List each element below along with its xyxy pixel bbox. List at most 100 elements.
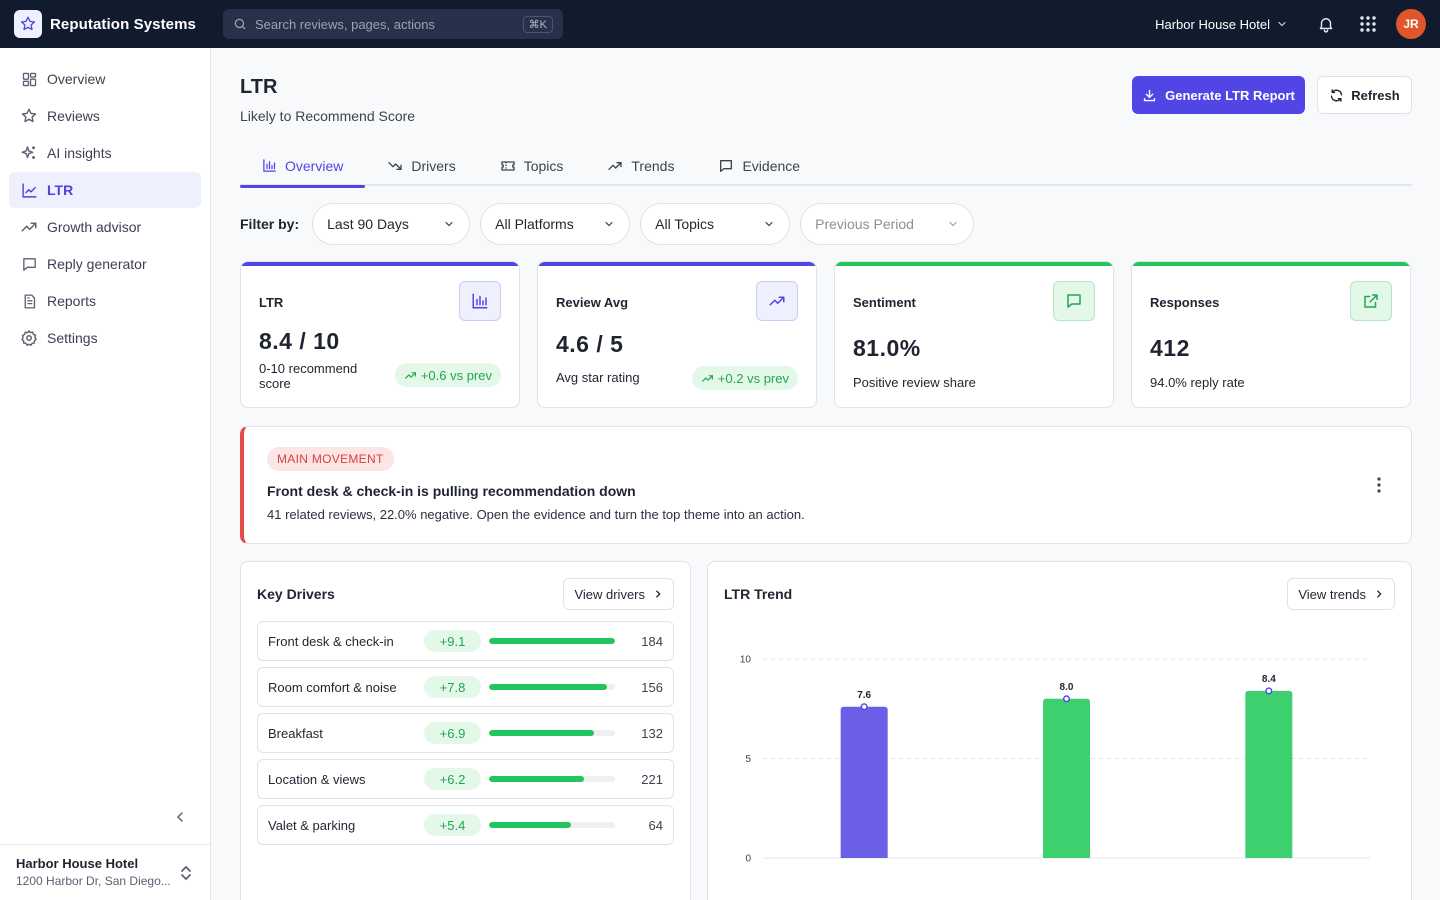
apps-grid-icon[interactable] [1354,10,1382,38]
tab-drivers[interactable]: Drivers [365,145,477,186]
data-label: 7.6 [857,690,871,701]
ticket-icon [500,158,516,174]
view-drivers-button[interactable]: View drivers [563,578,674,610]
trending-down-icon [387,158,403,174]
sidebar-item-reply-generator[interactable]: Reply generator [9,246,201,282]
driver-bar-fill [489,684,608,690]
kpi-card-ltr[interactable]: LTR 8.4 / 10 0-10 recommend score +0.6 v… [240,261,520,408]
panel-title: Key Drivers [257,586,335,602]
generate-report-button[interactable]: Generate LTR Report [1132,76,1305,114]
kpi-note: Avg star rating [556,370,640,385]
main-movement-alert[interactable]: MAIN MOVEMENT Front desk & check-in is p… [240,426,1412,544]
sidebar-item-ai-insights[interactable]: AI insights [9,135,201,171]
tab-evidence[interactable]: Evidence [696,145,822,186]
compare-select[interactable]: Previous Period [800,203,975,245]
driver-bar-fill [489,776,584,782]
sidebar-item-reviews[interactable]: Reviews [9,98,201,134]
driver-row[interactable]: Valet & parking +5.4 64 [257,805,674,845]
driver-count: 156 [641,679,663,695]
message-icon [718,158,734,174]
tab-overview[interactable]: Overview [240,145,366,188]
document-icon [20,292,38,310]
main-content: LTR Likely to Recommend Score Generate L… [212,48,1440,900]
kpi-delta-text: +0.2 vs prev [717,370,789,386]
line-chart-icon [20,181,38,199]
driver-row[interactable]: Location & views +6.2 221 [257,759,674,799]
alert-body: 41 related reviews, 22.0% negative. Open… [267,507,805,522]
sidebar-item-ltr[interactable]: LTR [9,172,201,208]
driver-bar [489,684,615,690]
driver-name: Breakfast [268,725,323,741]
bell-icon[interactable] [1312,10,1340,38]
platform-select[interactable]: All Platforms [480,203,631,245]
sidebar-item-label: AI insights [47,145,112,161]
hotel-switcher[interactable]: Harbor House Hotel [1155,17,1288,32]
chart-bar [1245,690,1293,858]
tab-label: Overview [285,157,344,174]
platform-select-value: All Platforms [495,216,574,232]
kpi-value: 8.4 / 10 [259,328,340,354]
period-select-value: Last 90 Days [327,216,409,232]
view-trends-label: View trends [1298,586,1366,602]
driver-bar-fill [489,822,571,828]
driver-bar-fill [489,730,594,736]
data-label: 8.0 [1060,682,1074,693]
chevron-down-icon [603,218,615,230]
driver-count: 221 [641,771,663,787]
driver-row[interactable]: Front desk & check-in +9.1 184 [257,621,674,661]
sidebar-item-label: Overview [47,71,106,87]
topic-select[interactable]: All Topics [640,203,791,245]
kpi-label: Sentiment [853,295,916,310]
sidebar-item-reports[interactable]: Reports [9,283,201,319]
bar-chart-icon [459,281,501,321]
data-label: 8.4 [1262,674,1276,685]
sidebar-item-overview[interactable]: Overview [9,61,201,97]
refresh-label: Refresh [1351,87,1400,103]
more-vertical-icon[interactable] [1377,477,1381,493]
kpi-label: LTR [259,295,284,310]
page-subtitle: Likely to Recommend Score [240,108,416,124]
chevron-right-icon [653,589,663,599]
driver-row[interactable]: Room comfort & noise +7.8 156 [257,667,674,707]
chart-point [1063,695,1071,703]
compare-select-value: Previous Period [815,216,914,232]
collapse-sidebar-icon[interactable] [172,809,188,825]
y-tick-label: 5 [745,754,751,765]
refresh-button[interactable]: Refresh [1317,76,1412,114]
driver-row[interactable]: Breakfast +6.9 132 [257,713,674,753]
filter-label: Filter by: [240,216,300,232]
kpi-card-review-avg[interactable]: Review Avg 4.6 / 5 Avg star rating +0.2 … [537,261,817,408]
kpi-note: Positive review share [853,375,976,390]
kpi-value: 81.0% [853,335,921,361]
trending-up-icon [756,281,798,321]
driver-impact: +7.8 [424,676,481,698]
kpi-card-sentiment[interactable]: Sentiment 81.0% Positive review share [834,261,1114,408]
kpi-value: 412 [1150,335,1190,361]
kpi-card-responses[interactable]: Responses 412 94.0% reply rate [1131,261,1411,408]
download-icon [1142,88,1157,103]
search-input[interactable]: Search reviews, pages, actions ⌘K [223,9,563,39]
bar-chart-icon [262,158,277,173]
tab-label: Topics [523,157,564,174]
driver-name: Room comfort & noise [268,679,397,695]
avatar[interactable]: JR [1396,9,1426,39]
hotel-switcher-label: Harbor House Hotel [1155,16,1270,32]
sidebar-item-growth-advisor[interactable]: Growth advisor [9,209,201,245]
brand[interactable]: Reputation Systems [14,10,223,38]
tab-trends[interactable]: Trends [585,145,696,186]
sidebar: Overview Reviews AI insights LTR Growth … [0,48,211,900]
chevron-down-icon [947,218,959,230]
sidebar-item-label: Reports [47,293,97,309]
sidebar-item-settings[interactable]: Settings [9,320,201,356]
period-select[interactable]: Last 90 Days [312,203,471,245]
kpi-delta-text: +0.6 vs prev [420,367,492,383]
view-drivers-label: View drivers [574,586,645,602]
message-icon [1053,281,1095,321]
app-name: Reputation Systems [50,15,196,33]
driver-impact: +9.1 [424,630,481,652]
tab-topics[interactable]: Topics [478,145,586,186]
driver-bar-fill [489,638,615,644]
property-switcher[interactable]: Harbor House Hotel 1200 Harbor Dr, San D… [0,844,210,900]
driver-impact: +6.2 [424,768,481,790]
view-trends-button[interactable]: View trends [1287,578,1395,610]
